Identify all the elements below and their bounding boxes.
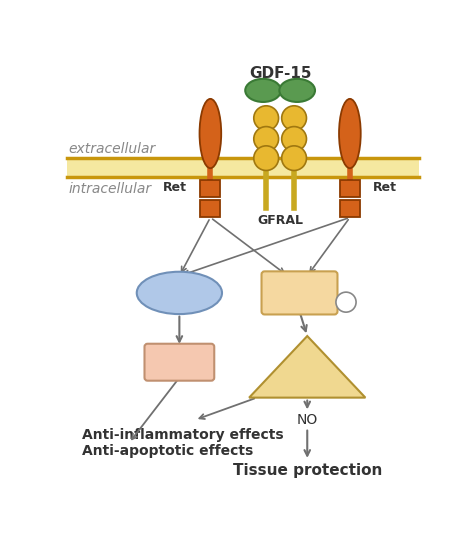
Circle shape	[282, 146, 307, 170]
Ellipse shape	[245, 79, 281, 102]
Ellipse shape	[200, 99, 221, 168]
Text: HIF-1α: HIF-1α	[154, 355, 205, 369]
Ellipse shape	[279, 79, 315, 102]
Text: P: P	[342, 296, 350, 309]
Text: Ret: Ret	[373, 181, 397, 194]
Text: Ret: Ret	[163, 181, 187, 194]
Text: Anti-apoptotic effects: Anti-apoptotic effects	[82, 444, 254, 458]
Circle shape	[254, 127, 279, 151]
FancyBboxPatch shape	[201, 180, 220, 197]
Text: GDF-15: GDF-15	[249, 66, 311, 81]
FancyBboxPatch shape	[145, 344, 214, 381]
Circle shape	[336, 292, 356, 312]
FancyBboxPatch shape	[340, 180, 360, 197]
Text: extracellular: extracellular	[69, 142, 156, 156]
Text: intracellular: intracellular	[69, 182, 152, 196]
Circle shape	[282, 127, 307, 151]
Text: PI3K: PI3K	[280, 286, 319, 300]
Circle shape	[282, 106, 307, 130]
FancyBboxPatch shape	[262, 271, 337, 315]
Text: NO: NO	[297, 413, 318, 427]
FancyBboxPatch shape	[340, 199, 360, 216]
Circle shape	[254, 106, 279, 130]
Circle shape	[254, 146, 279, 170]
Ellipse shape	[339, 99, 361, 168]
Bar	[67, 158, 419, 178]
Ellipse shape	[137, 272, 222, 314]
Text: GFRAL: GFRAL	[257, 214, 303, 227]
FancyBboxPatch shape	[201, 199, 220, 216]
Polygon shape	[249, 336, 365, 398]
Text: Anti-inflammatory effects: Anti-inflammatory effects	[82, 429, 284, 442]
Text: Tissue protection: Tissue protection	[233, 463, 382, 477]
Text: ERK1/2: ERK1/2	[149, 286, 210, 300]
Text: AKT: AKT	[290, 369, 324, 384]
